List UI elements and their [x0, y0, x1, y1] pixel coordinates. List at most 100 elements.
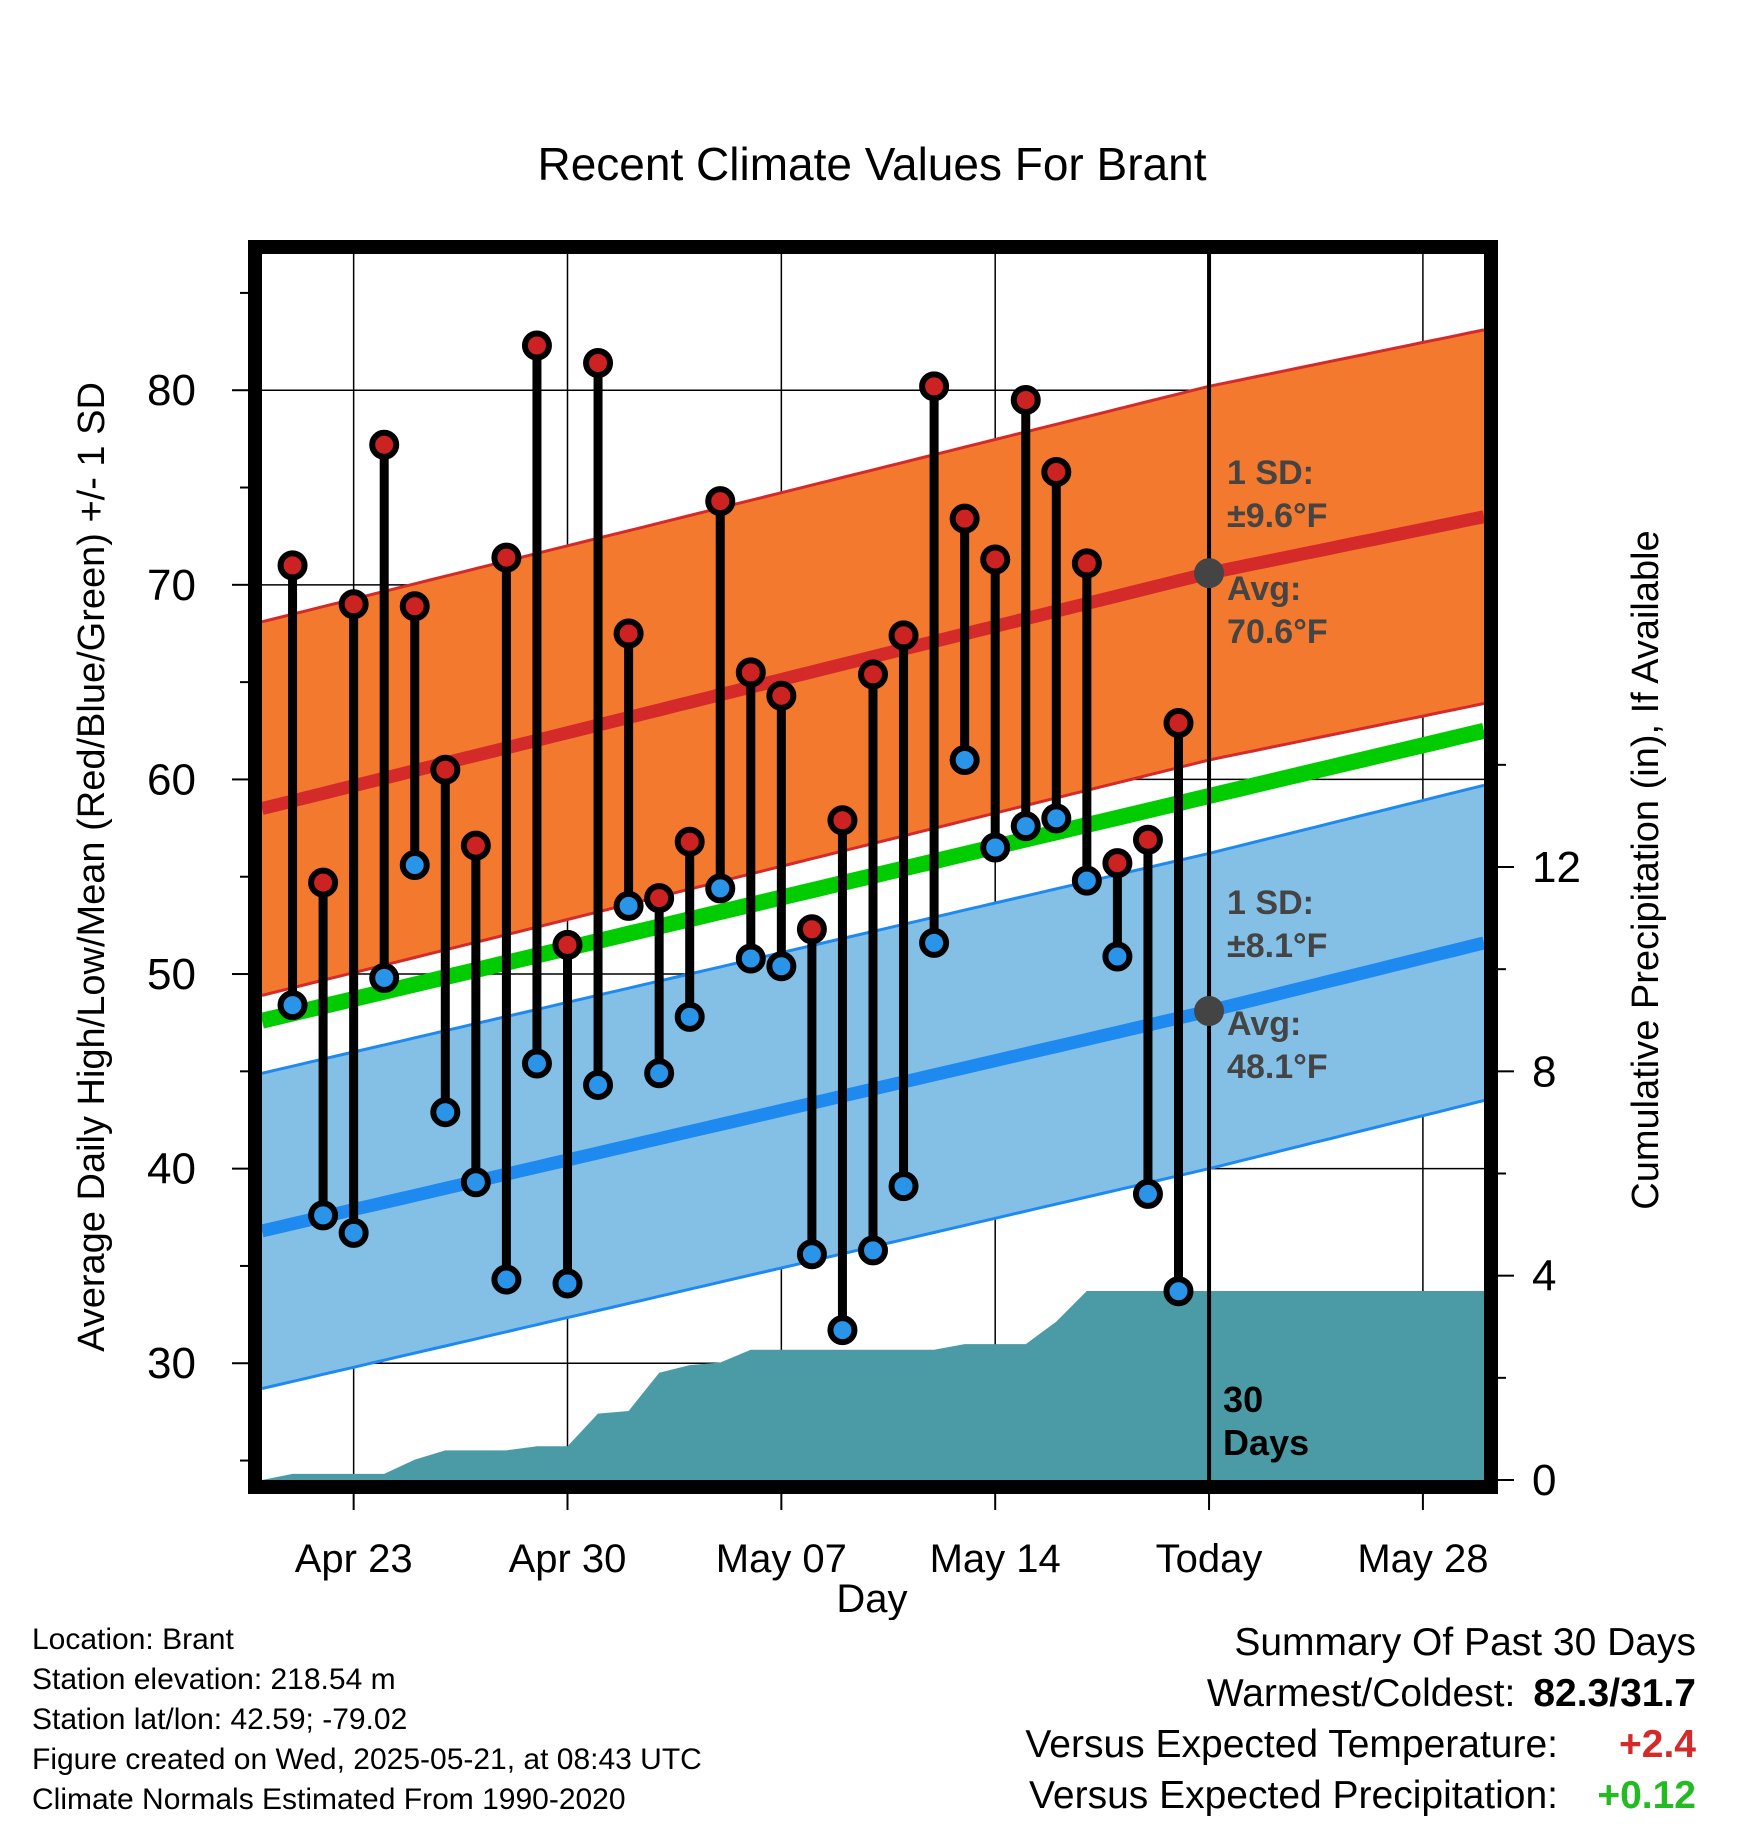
climate-normals-note: Climate Normals Estimated From 1990-2020	[32, 1783, 626, 1816]
low-avg-value: 48.1°F	[1227, 1048, 1328, 1086]
daily-high-point	[644, 883, 675, 914]
daily-low-point	[1071, 865, 1102, 896]
daily-high-point	[766, 680, 797, 711]
y-axis-left-label: Average Daily High/Low/Mean (Red/Blue/Gr…	[71, 382, 113, 1352]
daily-low-point	[705, 873, 736, 904]
daily-high-point	[399, 591, 430, 622]
daily-low-point	[491, 1264, 522, 1295]
high-avg-value: 70.6°F	[1227, 613, 1328, 651]
daily-high-point	[308, 867, 339, 898]
daily-high-point	[613, 618, 644, 649]
daily-low-point	[735, 943, 766, 974]
daily-high-point	[827, 805, 858, 836]
daily-low-point	[888, 1171, 919, 1202]
x-axis-label: Day	[836, 1577, 907, 1620]
x-tick-label: May 14	[930, 1537, 1061, 1581]
daily-high-point	[858, 659, 888, 690]
daily-low-point	[521, 1048, 552, 1079]
daily-high-point	[1071, 548, 1102, 579]
x-tick-label: Apr 23	[295, 1537, 413, 1581]
daily-low-point	[949, 744, 980, 775]
x-tick-label: May 07	[716, 1537, 847, 1581]
daily-high-point	[949, 503, 980, 534]
daily-low-point	[644, 1058, 675, 1089]
temp-value: +2.4	[1619, 1723, 1696, 1766]
daily-high-point	[919, 371, 950, 402]
plot-frame	[248, 240, 1498, 1494]
daily-high-point	[369, 429, 400, 460]
daily-high-point	[735, 657, 766, 688]
y-left-tick-label: 70	[147, 561, 196, 610]
summary-temp: Versus Expected Temperature: +2.4	[1025, 1719, 1696, 1770]
low-sd-label: 1 SD:	[1227, 884, 1314, 922]
daily-low-point	[552, 1268, 583, 1299]
daily-high-point	[1010, 384, 1041, 415]
y-right-tick-label: 8	[1532, 1047, 1556, 1096]
today-low-avg-marker	[1194, 996, 1225, 1027]
daily-high-point	[1163, 707, 1194, 738]
station-location: Location: Brant	[32, 1623, 234, 1656]
daily-low-point	[430, 1097, 461, 1128]
daily-high-point	[491, 542, 522, 573]
daily-high-point	[583, 347, 614, 378]
precip-value: +0.12	[1597, 1774, 1696, 1817]
y-left-tick-label: 50	[147, 950, 196, 999]
y-left-tick-label: 60	[147, 755, 196, 804]
y-left-tick-label: 80	[147, 366, 196, 415]
window-days-number: 30	[1223, 1379, 1263, 1420]
daily-high-point	[674, 826, 705, 857]
daily-low-point	[919, 927, 950, 958]
daily-low-point	[980, 832, 1011, 863]
station-latlon: Station lat/lon: 42.59; -79.02	[32, 1703, 408, 1736]
daily-low-point	[460, 1167, 491, 1198]
daily-high-point	[705, 486, 736, 517]
daily-low-point	[858, 1235, 888, 1266]
daily-low-point	[674, 1001, 705, 1032]
y-right-tick-label: 4	[1532, 1252, 1556, 1301]
high-avg-label: Avg:	[1227, 570, 1301, 608]
chart-title: Recent Climate Values For Brant	[538, 138, 1207, 190]
today-high-avg-marker	[1194, 558, 1225, 589]
daily-low-point	[1041, 803, 1072, 834]
precip-label: Versus Expected Precipitation:	[1029, 1774, 1558, 1817]
daily-low-point	[827, 1315, 858, 1346]
daily-high-point	[430, 754, 461, 785]
daily-high-point	[1102, 848, 1133, 879]
climate-chart: Recent Climate Values For Brant 1 SD: ±9.…	[71, 138, 1667, 1620]
daily-low-point	[399, 850, 430, 881]
daily-high-point	[277, 550, 308, 581]
daily-high-point	[888, 620, 919, 651]
y-right-tick-label: 12	[1532, 843, 1581, 892]
daily-high-point	[796, 914, 827, 945]
daily-high-point	[1132, 824, 1163, 855]
x-tick-label: Apr 30	[509, 1537, 627, 1581]
daily-low-point	[1132, 1178, 1163, 1209]
y-left-tick-label: 30	[147, 1339, 196, 1388]
daily-low-point	[583, 1069, 614, 1100]
summary-panel: Summary Of Past 30 Days Warmest/Coldest:…	[1025, 1617, 1696, 1821]
daily-low-point	[277, 990, 308, 1021]
summary-precip: Versus Expected Precipitation: +0.12	[1025, 1770, 1696, 1821]
daily-low-point	[338, 1217, 369, 1248]
warm-cold-value: 82.3/31.7	[1533, 1672, 1696, 1715]
daily-high-point	[552, 929, 583, 960]
daily-low-point	[1102, 941, 1133, 972]
daily-low-point	[308, 1200, 339, 1231]
station-info: Location: Brant Station elevation: 218.5…	[32, 1620, 702, 1820]
y-right-tick-label: 0	[1532, 1456, 1556, 1505]
daily-high-point	[980, 544, 1011, 575]
daily-low-point	[1010, 811, 1041, 842]
summary-warm-cold: Warmest/Coldest: 82.3/31.7	[1025, 1668, 1696, 1719]
daily-low-point	[796, 1239, 827, 1270]
x-tick-label: May 28	[1357, 1537, 1488, 1581]
daily-high-point	[521, 330, 552, 361]
temp-label: Versus Expected Temperature:	[1025, 1723, 1558, 1766]
station-elevation: Station elevation: 218.54 m	[32, 1663, 396, 1696]
low-avg-label: Avg:	[1227, 1005, 1301, 1043]
window-days-unit: Days	[1223, 1422, 1309, 1463]
warm-cold-label: Warmest/Coldest:	[1206, 1672, 1516, 1715]
high-sd-label: 1 SD:	[1227, 454, 1314, 492]
daily-high-point	[338, 589, 369, 620]
high-sd-edge	[262, 328, 1484, 624]
daily-low-point	[369, 962, 400, 993]
